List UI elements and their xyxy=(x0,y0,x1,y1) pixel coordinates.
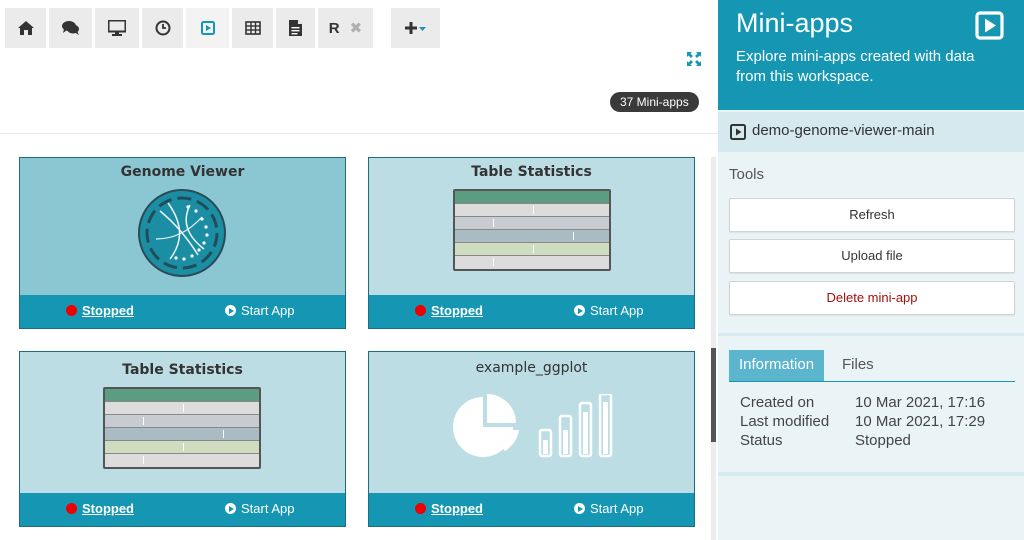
table-thumbnail xyxy=(453,189,611,271)
info-value-modified: 10 Mar 2021, 17:29 xyxy=(855,413,986,430)
play-square-icon xyxy=(200,21,215,35)
panel-description: Explore mini-apps created with data from… xyxy=(736,48,975,85)
home-icon xyxy=(17,21,34,35)
card-footer: Stopped Start App xyxy=(369,493,694,526)
mini-app-card-example-ggplot[interactable]: example_ggplot Stopped Start App xyxy=(368,351,695,527)
tab-desktop[interactable] xyxy=(95,8,139,48)
status-link[interactable]: Stopped xyxy=(431,501,483,516)
monitor-icon xyxy=(108,20,126,36)
tab-r[interactable]: R ✖ xyxy=(318,8,373,48)
mini-apps-count-badge: 37 Mini-apps xyxy=(610,92,699,112)
pie-bar-icon xyxy=(453,394,613,458)
start-app-button[interactable]: Start App xyxy=(574,303,643,318)
play-square-icon xyxy=(730,124,746,140)
table-icon xyxy=(244,21,261,35)
card-title: Table Statistics xyxy=(471,164,592,180)
card-title: Genome Viewer xyxy=(120,164,245,180)
panel-header: Mini-apps Explore mini-apps created with… xyxy=(718,0,1024,110)
mini-app-card-table-statistics-2[interactable]: Table Statistics Stopped Start App xyxy=(19,351,346,527)
status-dot-icon xyxy=(66,503,77,514)
play-square-icon xyxy=(975,11,1004,40)
tab-home[interactable] xyxy=(5,8,46,48)
info-key-modified: Last modified xyxy=(740,413,830,430)
tab-history[interactable] xyxy=(142,8,183,48)
info-key-status: Status xyxy=(740,432,783,449)
header-divider xyxy=(0,133,718,134)
chat-icon xyxy=(61,21,79,35)
status-link[interactable]: Stopped xyxy=(82,501,134,516)
mini-app-card-table-statistics[interactable]: Table Statistics Stopped Start App xyxy=(368,157,695,329)
status-dot-icon xyxy=(415,503,426,514)
card-footer: Stopped Start App xyxy=(20,295,345,328)
info-key-created: Created on xyxy=(740,394,815,411)
tab-bar: R ✖ xyxy=(0,0,718,52)
start-app-button[interactable]: Start App xyxy=(225,501,294,516)
start-app-label: Start App xyxy=(590,501,644,516)
tab-information[interactable]: Information xyxy=(729,350,825,381)
status: Stopped xyxy=(415,303,483,318)
info-tabs: Information Files xyxy=(729,350,1015,382)
close-icon[interactable]: ✖ xyxy=(349,19,363,37)
start-app-button[interactable]: Start App xyxy=(574,501,643,516)
tools-heading: Tools xyxy=(729,166,765,183)
tab-r-label: R xyxy=(328,19,340,37)
expand-icon[interactable] xyxy=(686,51,702,67)
tab-comments[interactable] xyxy=(49,8,92,48)
play-circle-icon xyxy=(574,503,585,514)
status: Stopped xyxy=(66,303,134,318)
tab-mini-apps[interactable] xyxy=(186,8,229,48)
status-link[interactable]: Stopped xyxy=(431,303,483,318)
panel-divider xyxy=(718,333,1024,336)
status-link[interactable]: Stopped xyxy=(82,303,134,318)
mini-apps-panel: Mini-apps Explore mini-apps created with… xyxy=(718,0,1024,540)
card-title: Table Statistics xyxy=(122,362,243,378)
tab-files[interactable]: Files xyxy=(842,356,874,373)
delete-mini-app-button[interactable]: Delete mini-app xyxy=(729,281,1015,315)
start-app-label: Start App xyxy=(241,501,295,516)
status-dot-icon xyxy=(415,305,426,316)
info-value-status: Stopped xyxy=(855,432,911,449)
scrollbar-thumb[interactable] xyxy=(711,348,716,442)
panel-title: Mini-apps xyxy=(736,8,854,38)
document-icon xyxy=(289,20,302,36)
start-app-label: Start App xyxy=(590,303,644,318)
info-value-created: 10 Mar 2021, 17:16 xyxy=(855,394,986,411)
refresh-button[interactable]: Refresh xyxy=(729,198,1015,232)
selected-app-name: demo-genome-viewer-main xyxy=(752,122,935,139)
tab-add-dropdown[interactable] xyxy=(391,8,440,48)
clock-icon xyxy=(155,20,170,36)
status: Stopped xyxy=(66,501,134,516)
start-app-label: Start App xyxy=(241,303,295,318)
start-app-button[interactable]: Start App xyxy=(225,303,294,318)
status-dot-icon xyxy=(66,305,77,316)
status: Stopped xyxy=(415,501,483,516)
panel-divider xyxy=(718,472,1024,476)
card-footer: Stopped Start App xyxy=(369,295,694,328)
tab-document[interactable] xyxy=(276,8,315,48)
play-circle-icon xyxy=(574,305,585,316)
main-area: R ✖ 37 Mini-apps Genome Viewer xyxy=(0,0,718,540)
mini-app-card-genome-viewer[interactable]: Genome Viewer Stopped Start App xyxy=(19,157,346,329)
card-footer: Stopped Start App xyxy=(20,493,345,526)
table-thumbnail xyxy=(103,387,261,469)
genome-circle-icon xyxy=(138,189,226,277)
play-circle-icon xyxy=(225,503,236,514)
card-title: example_ggplot xyxy=(475,360,588,376)
selected-app-row[interactable]: demo-genome-viewer-main xyxy=(718,112,1024,152)
play-circle-icon xyxy=(225,305,236,316)
upload-file-button[interactable]: Upload file xyxy=(729,239,1015,273)
tab-table[interactable] xyxy=(232,8,273,48)
add-dropdown-icon xyxy=(404,22,426,34)
